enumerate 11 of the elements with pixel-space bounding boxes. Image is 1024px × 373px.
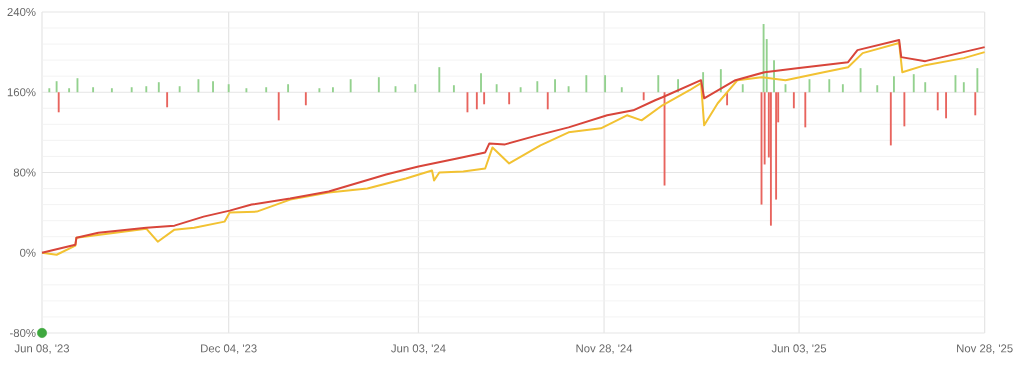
x-tick-label: Jun 08, '23: [14, 344, 70, 354]
x-tick-label: Jun 03, '24: [391, 344, 446, 354]
x-tick-label: Nov 28, '25: [957, 344, 1013, 354]
y-tick-label: 160%: [7, 88, 36, 97]
x-tick-label: Jun 03, '25: [771, 344, 827, 354]
y-tick-label: 0%: [20, 248, 36, 257]
x-tick-label: Nov 28, '24: [576, 344, 633, 354]
y-tick-label: 80%: [13, 168, 36, 177]
y-tick-label: -80%: [10, 328, 36, 337]
y-tick-label: 240%: [7, 7, 36, 16]
x-tick-label: Dec 04, '23: [201, 344, 257, 354]
